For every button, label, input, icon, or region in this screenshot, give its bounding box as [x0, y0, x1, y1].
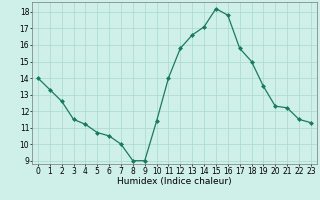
- X-axis label: Humidex (Indice chaleur): Humidex (Indice chaleur): [117, 177, 232, 186]
